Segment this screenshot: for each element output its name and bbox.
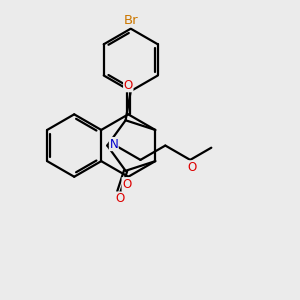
- Text: O: O: [124, 79, 133, 92]
- Text: N: N: [110, 138, 118, 151]
- Text: O: O: [122, 178, 131, 191]
- Text: O: O: [116, 192, 125, 205]
- Text: O: O: [187, 161, 196, 174]
- Text: Br: Br: [123, 14, 138, 27]
